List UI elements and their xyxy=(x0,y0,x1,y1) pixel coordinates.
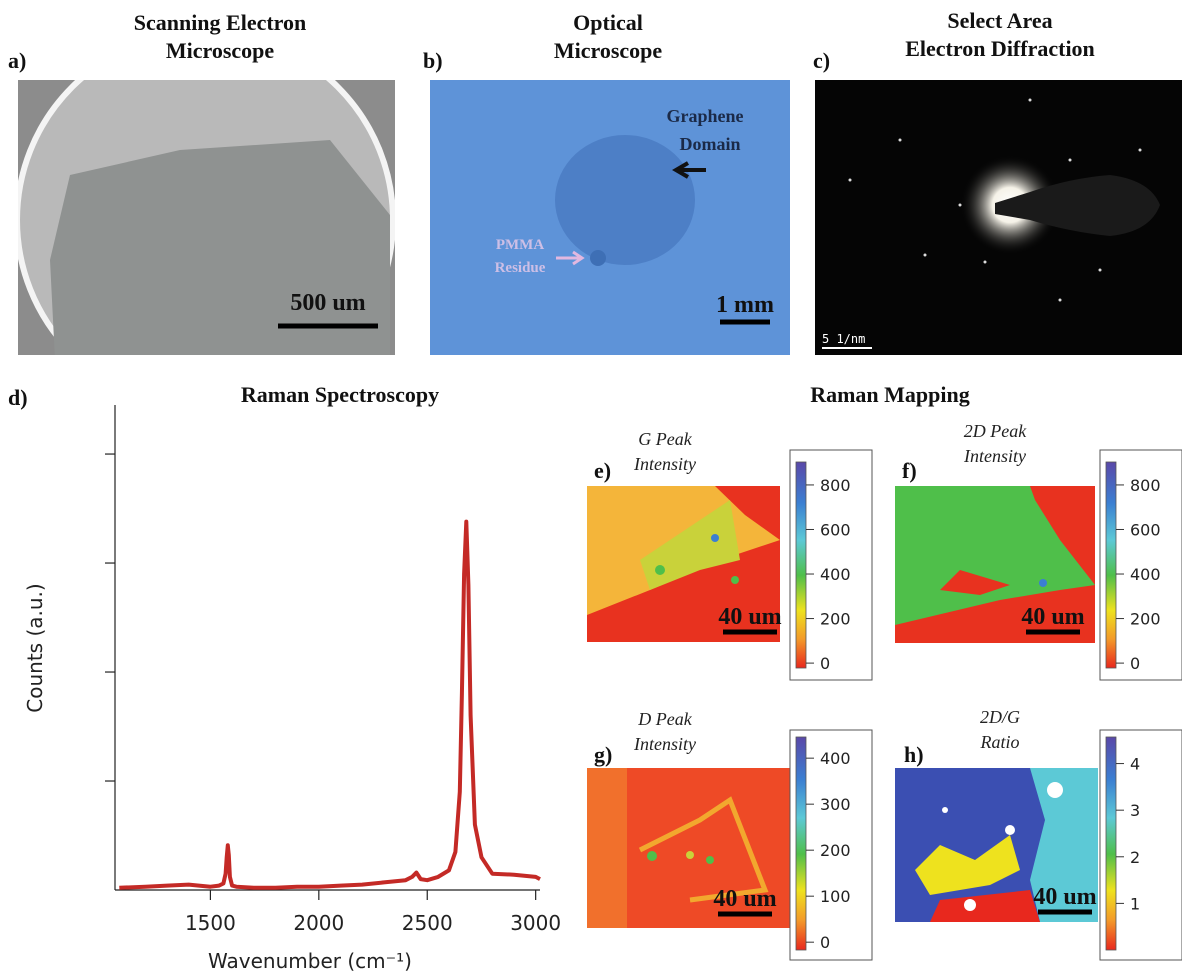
section-title: Raman Mapping xyxy=(810,382,970,407)
colorbar-label: 600 xyxy=(1130,520,1161,539)
panel-label: c) xyxy=(813,48,830,73)
scale-label: 40 um xyxy=(718,604,781,630)
map-title: G Peak xyxy=(638,429,692,449)
scale-label: 5 1/nm xyxy=(822,332,865,346)
panel-label: g) xyxy=(594,742,612,767)
colorbar-label: 400 xyxy=(1130,565,1161,584)
colorbar-label: 2 xyxy=(1130,848,1140,867)
colorbar xyxy=(796,737,806,950)
map-title: 2D/G xyxy=(980,707,1020,727)
map-title: Ratio xyxy=(980,732,1020,752)
panel-title: Scanning Electron xyxy=(134,10,307,35)
map-title: Intensity xyxy=(633,454,696,474)
colorbar-label: 300 xyxy=(820,795,851,814)
map-title: 2D Peak xyxy=(964,421,1027,441)
scale-label: 1 mm xyxy=(716,292,774,318)
panel-label: a) xyxy=(8,48,26,73)
x-tick-label: 1500 xyxy=(185,911,236,935)
panel-label: f) xyxy=(902,458,917,483)
x-axis-label: Wavenumber (cm⁻¹) xyxy=(208,949,412,973)
colorbar xyxy=(796,462,806,668)
colorbar-label: 200 xyxy=(820,841,851,860)
colorbar-label: 800 xyxy=(820,476,851,495)
colorbar-label: 0 xyxy=(820,654,830,673)
panel-title: Optical xyxy=(573,10,643,35)
panel-label: b) xyxy=(423,48,443,73)
panel-title: Electron Diffraction xyxy=(905,36,1095,61)
x-tick-label: 2000 xyxy=(293,911,344,935)
scale-label: 40 um xyxy=(713,886,776,912)
x-tick-label: 2500 xyxy=(402,911,453,935)
chart-title: Raman Spectroscopy xyxy=(241,382,439,407)
colorbar-label: 200 xyxy=(1130,610,1161,629)
annotation: Residue xyxy=(495,260,546,276)
colorbar-label: 800 xyxy=(1130,476,1161,495)
figure: a) Scanning Electron Microscope 500 um b… xyxy=(0,0,1182,980)
map-title: Intensity xyxy=(633,734,696,754)
panel-title: Microscope xyxy=(554,38,663,63)
scale-label: 40 um xyxy=(1033,884,1096,910)
map-title: Intensity xyxy=(963,446,1026,466)
colorbar-label: 3 xyxy=(1130,801,1140,820)
annotation: Domain xyxy=(679,134,740,154)
colorbar xyxy=(1106,462,1116,668)
colorbar-label: 1 xyxy=(1130,894,1140,913)
y-axis-label: Counts (a.u.) xyxy=(23,583,47,712)
colorbar-label: 400 xyxy=(820,749,851,768)
annotation: Graphene xyxy=(666,106,743,126)
x-tick-label: 3000 xyxy=(510,911,561,935)
scale-label: 500 um xyxy=(290,290,365,316)
colorbar-label: 100 xyxy=(820,887,851,906)
colorbar xyxy=(1106,737,1116,950)
colorbar-label: 600 xyxy=(820,520,851,539)
plot: 1500 2000 2500 3000 xyxy=(105,405,561,935)
spectrum-line xyxy=(119,522,540,888)
panel-label: d) xyxy=(8,385,28,410)
sem-image xyxy=(17,32,395,408)
colorbar-label: 0 xyxy=(820,933,830,952)
colorbar-label: 400 xyxy=(820,565,851,584)
panel-title: Select Area xyxy=(947,8,1052,33)
scale-label: 40 um xyxy=(1021,604,1084,630)
annotation: PMMA xyxy=(496,237,544,253)
panel-label: h) xyxy=(904,742,924,767)
panel-title: Microscope xyxy=(166,38,275,63)
colorbar-label: 4 xyxy=(1130,755,1140,774)
colorbar-label: 0 xyxy=(1130,654,1140,673)
panel-label: e) xyxy=(594,458,611,483)
diffraction-image xyxy=(815,80,1182,355)
colorbar-label: 200 xyxy=(820,610,851,629)
map-title: D Peak xyxy=(637,709,692,729)
